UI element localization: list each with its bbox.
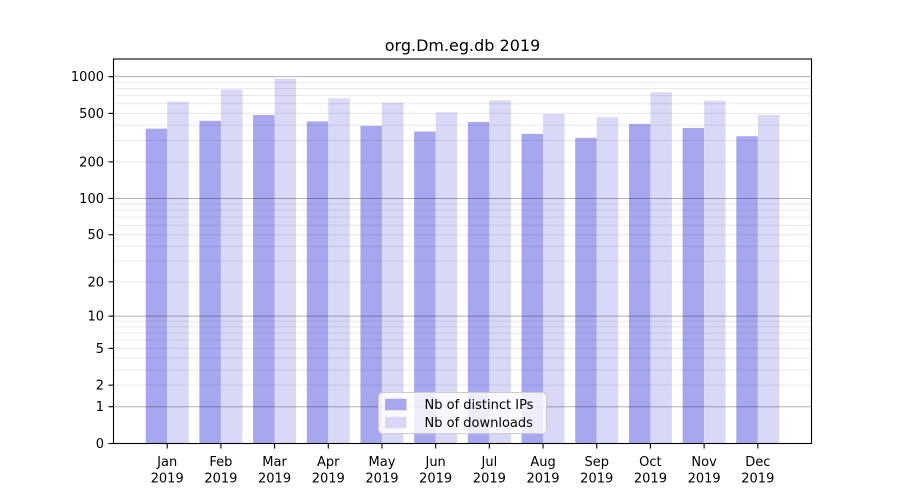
- x-tick-label-month: Dec: [745, 455, 770, 470]
- bar-nov-distinct-ips: [682, 127, 705, 444]
- y-tick-label: 1: [96, 400, 104, 415]
- x-axis: Jan 2019 Feb 2019 Mar 2019 Apr 2019 May 2019 Jun 20…: [151, 443, 774, 487]
- x-tick-label-month: Jan: [156, 455, 177, 470]
- bar-aug-downloads: [543, 113, 565, 444]
- y-tick-label: 50: [87, 228, 104, 243]
- legend: Nb of distinct IPs Nb of downloads: [378, 392, 547, 434]
- bar-aug-distinct-ips: [521, 133, 544, 444]
- legend-label-downloads: Nb of downloads: [425, 416, 534, 431]
- legend-box: [378, 392, 547, 434]
- x-tick-label-month: Oct: [639, 455, 661, 470]
- x-tick-label-year: 2019: [741, 472, 774, 487]
- y-tick-label: 100: [79, 192, 104, 207]
- bars-layer: [145, 78, 780, 444]
- x-tick-label-month: Aug: [530, 455, 555, 470]
- grid-layer: [113, 76, 812, 408]
- y-tick-label: 1000: [71, 70, 104, 85]
- x-tick-label-year: 2019: [151, 472, 184, 487]
- bar-jul-distinct-ips: [467, 122, 490, 444]
- series-distinct-ips: [145, 115, 758, 444]
- bar-mar-downloads: [274, 78, 297, 444]
- minor-gridlines: [113, 81, 812, 386]
- bar-may-distinct-ips: [360, 125, 382, 444]
- bar-nov-downloads: [704, 100, 726, 444]
- plot-border: [112, 58, 813, 445]
- series-downloads: [167, 78, 780, 444]
- bar-oct-downloads: [650, 92, 672, 444]
- x-tick-label-year: 2019: [473, 472, 506, 487]
- x-tick-label-year: 2019: [634, 472, 667, 487]
- bar-jun-distinct-ips: [414, 131, 436, 444]
- bar-dec-downloads: [757, 115, 780, 444]
- x-tick-label-month: Feb: [209, 455, 232, 470]
- y-tick-label: 10: [87, 310, 104, 325]
- legend-swatch-distinct-ips: [385, 398, 407, 411]
- y-tick-label: 20: [87, 275, 104, 290]
- y-tick-label: 5: [96, 342, 104, 357]
- bar-sep-downloads: [596, 117, 619, 444]
- x-tick-label-year: 2019: [526, 472, 559, 487]
- x-tick-label-month: Sep: [584, 455, 609, 470]
- y-tick-label: 200: [79, 155, 104, 170]
- x-tick-label-month: May: [369, 455, 396, 470]
- x-tick-label-year: 2019: [580, 472, 613, 487]
- y-tick-label: 2: [96, 379, 104, 394]
- x-tick-label-year: 2019: [419, 472, 452, 487]
- x-tick-label-year: 2019: [688, 472, 721, 487]
- chart-title: org.Dm.eg.db 2019: [385, 36, 541, 55]
- y-tick-label: 0: [96, 437, 104, 452]
- legend-swatch-downloads: [385, 416, 407, 429]
- x-tick-label-year: 2019: [365, 472, 398, 487]
- bar-jul-downloads: [489, 100, 511, 444]
- bar-sep-distinct-ips: [575, 137, 597, 444]
- x-tick-label-year: 2019: [312, 472, 345, 487]
- bar-oct-distinct-ips: [628, 123, 651, 444]
- bar-jan-distinct-ips: [145, 128, 168, 444]
- bar-jun-downloads: [435, 112, 458, 444]
- y-axis: 0 1 2 5 10 20 50 100 200 500 1000: [71, 70, 114, 452]
- bar-may-downloads: [381, 102, 404, 444]
- bar-feb-downloads: [220, 89, 243, 444]
- y-tick-label: 500: [79, 107, 104, 122]
- bar-apr-distinct-ips: [306, 121, 329, 444]
- bar-feb-distinct-ips: [199, 120, 221, 444]
- bar-jan-downloads: [167, 101, 189, 444]
- x-tick-label-year: 2019: [258, 472, 291, 487]
- legend-label-distinct-ips: Nb of distinct IPs: [425, 398, 534, 413]
- x-tick-label-year: 2019: [204, 472, 237, 487]
- x-tick-label-month: Jun: [424, 455, 445, 470]
- bar-mar-distinct-ips: [253, 115, 275, 444]
- x-tick-label-month: Nov: [691, 455, 717, 470]
- bar-dec-distinct-ips: [736, 136, 758, 444]
- x-tick-label-month: Apr: [317, 455, 340, 470]
- bar-apr-downloads: [328, 98, 350, 444]
- x-tick-label-month: Mar: [262, 455, 287, 470]
- x-tick-label-month: Jul: [481, 455, 498, 470]
